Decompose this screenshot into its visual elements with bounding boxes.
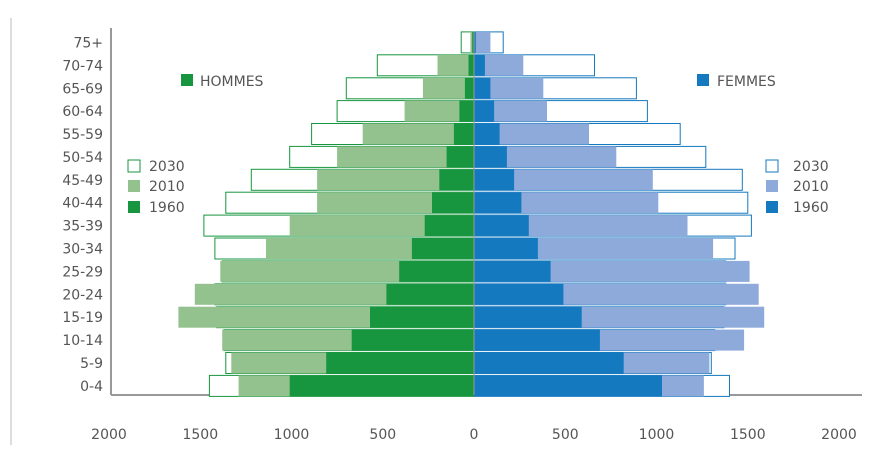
legend-women-2030-label: 2030 bbox=[793, 159, 829, 175]
y-tick-label-65-69: 65-69 bbox=[62, 81, 103, 97]
legend-men-2030-swatch bbox=[127, 159, 141, 173]
bar-women-1960-30-34 bbox=[474, 238, 538, 259]
bar-men-2010-60-64 bbox=[404, 100, 474, 122]
bar-women-2010-70-74 bbox=[474, 54, 524, 76]
bar-men-1960-10-14 bbox=[351, 329, 474, 351]
y-tick-label-45-49: 45-49 bbox=[62, 173, 103, 189]
bar-women-2010-50-54 bbox=[474, 146, 617, 168]
bar-women-1960-55-59 bbox=[474, 123, 500, 145]
legend-women-1960-swatch bbox=[766, 201, 778, 213]
bar-women-1960-25-29 bbox=[474, 260, 551, 282]
bar-men-1960-0-4 bbox=[289, 375, 474, 397]
legend-men-2010-swatch bbox=[128, 180, 140, 192]
legend-men-1960-label: 1960 bbox=[149, 200, 185, 216]
legend-women-1960-label: 1960 bbox=[793, 200, 829, 216]
y-tick-label-30-34: 30-34 bbox=[62, 242, 103, 258]
y-tick-label-70-74: 70-74 bbox=[62, 58, 103, 74]
x-tick-label-1: 1500 bbox=[182, 427, 218, 443]
y-tick-label-10-14: 10-14 bbox=[62, 333, 103, 349]
legend-women-2010-label: 2010 bbox=[793, 179, 829, 195]
x-tick-label-2: 1000 bbox=[274, 427, 310, 443]
bar-men-2010-45-49 bbox=[317, 169, 474, 191]
x-tick-label-6: 1000 bbox=[639, 427, 675, 443]
bar-men-1960-25-29 bbox=[399, 260, 474, 282]
x-tick-label-4: 0 bbox=[470, 427, 479, 443]
bar-men-1960-35-39 bbox=[424, 215, 474, 237]
bar-women-1960-5-9 bbox=[474, 352, 624, 374]
legend-men-2030-label: 2030 bbox=[149, 159, 185, 175]
y-tick-label-15-19: 15-19 bbox=[62, 310, 103, 326]
bar-women-2010-55-59 bbox=[474, 123, 589, 145]
legend: HOMMES FEMMES 2030 2010 1960 2030 2010 1960 bbox=[127, 74, 829, 216]
bar-women-1960-0-4 bbox=[474, 375, 662, 397]
bar-women-1960-50-54 bbox=[474, 146, 507, 168]
bar-men-1960-60-64 bbox=[459, 100, 474, 122]
y-tick-label-50-54: 50-54 bbox=[62, 150, 103, 166]
bar-women-1960-15-19 bbox=[474, 306, 582, 328]
legend-women-swatch bbox=[697, 74, 709, 86]
bar-men-1960-50-54 bbox=[446, 146, 474, 168]
y-tick-label-5-9: 5-9 bbox=[80, 356, 103, 372]
bar-men-2010-65-69 bbox=[422, 77, 474, 99]
bar-men-1960-40-44 bbox=[432, 192, 474, 214]
bar-women-1960-70-74 bbox=[474, 54, 485, 76]
bar-men-1960-75 bbox=[472, 31, 474, 53]
bar-men-1960-30-34 bbox=[411, 238, 474, 259]
x-tick-label-0: 2000 bbox=[91, 427, 127, 443]
y-tick-label-20-24: 20-24 bbox=[62, 287, 103, 303]
bar-men-1960-65-69 bbox=[464, 77, 474, 99]
bar-women-1960-45-49 bbox=[474, 169, 515, 191]
bar-women-1960-35-39 bbox=[474, 215, 529, 237]
legend-women-label: FEMMES bbox=[717, 74, 776, 90]
bar-men-1960-20-24 bbox=[386, 283, 474, 305]
bar-women-1960-60-64 bbox=[474, 100, 495, 122]
y-tick-label-55-59: 55-59 bbox=[62, 127, 103, 143]
bar-men-2010-70-74 bbox=[437, 54, 474, 76]
y-tick-label-40-44: 40-44 bbox=[62, 196, 103, 212]
bar-men-1960-15-19 bbox=[370, 306, 474, 328]
bar-men-2010-55-59 bbox=[362, 123, 474, 145]
y-tick-label-75: 75+ bbox=[73, 36, 103, 52]
legend-women-2010-swatch bbox=[766, 180, 778, 192]
bar-women-1960-40-44 bbox=[474, 192, 522, 214]
x-tick-label-3: 500 bbox=[369, 427, 396, 443]
legend-women-2030-swatch bbox=[765, 159, 779, 173]
y-tick-label-0-4: 0-4 bbox=[80, 379, 103, 395]
bar-women-1960-75 bbox=[474, 31, 476, 53]
bar-men-1960-70-74 bbox=[468, 54, 474, 76]
y-tick-label-60-64: 60-64 bbox=[62, 104, 103, 120]
bar-men-1960-55-59 bbox=[453, 123, 474, 145]
x-tick-labels: 2000 1500 1000 500 0 500 1000 1500 2000 bbox=[91, 427, 857, 443]
bar-women-2010-45-49 bbox=[474, 169, 653, 191]
bar-women-2010-65-69 bbox=[474, 77, 544, 99]
bar-women-1960-10-14 bbox=[474, 329, 600, 351]
legend-men-1960-swatch bbox=[128, 201, 140, 213]
bar-women-1960-65-69 bbox=[474, 77, 491, 99]
bar-men-1960-5-9 bbox=[326, 352, 474, 374]
legend-men-label: HOMMES bbox=[200, 74, 264, 90]
x-tick-label-7: 1500 bbox=[730, 427, 766, 443]
y-tick-labels: 0-4 5-9 10-14 15-19 20-24 25-29 30-34 35-39 40-4… bbox=[62, 36, 103, 395]
y-tick-label-25-29: 25-29 bbox=[62, 264, 103, 280]
bars-layer bbox=[178, 31, 765, 397]
bar-women-1960-20-24 bbox=[474, 283, 564, 305]
x-tick-label-8: 2000 bbox=[821, 427, 857, 443]
legend-men-2010-label: 2010 bbox=[149, 179, 185, 195]
legend-men-swatch bbox=[181, 74, 193, 86]
bar-men-1960-45-49 bbox=[439, 169, 474, 191]
y-tick-label-35-39: 35-39 bbox=[62, 219, 103, 235]
bar-women-2010-75 bbox=[474, 31, 491, 53]
x-tick-label-5: 500 bbox=[552, 427, 579, 443]
bar-men-2010-50-54 bbox=[337, 146, 474, 168]
